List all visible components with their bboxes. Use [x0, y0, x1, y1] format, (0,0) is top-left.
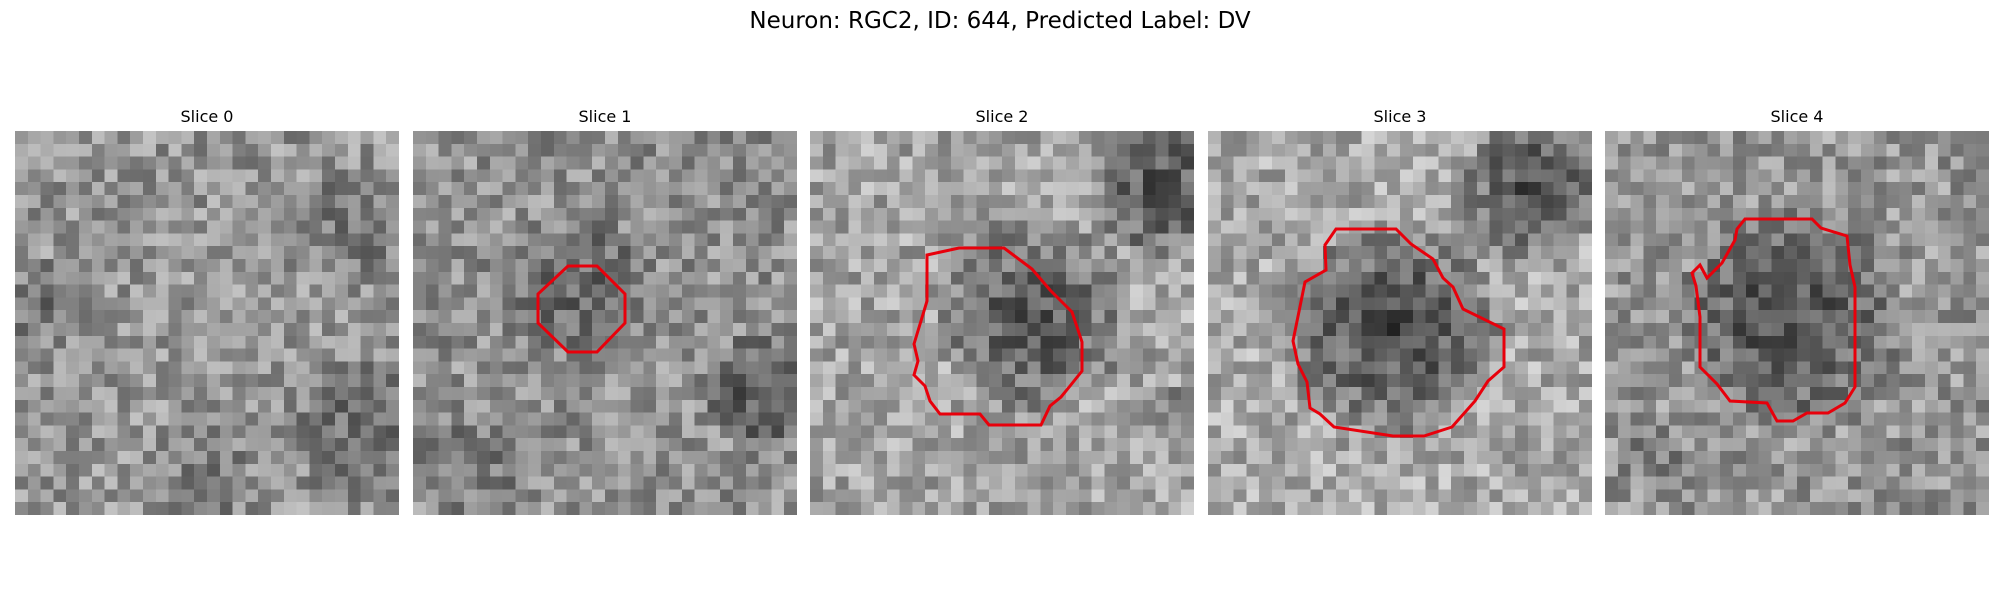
- slice-panel: Slice 1: [413, 107, 797, 515]
- slice-image: [413, 131, 797, 515]
- slice-title: Slice 1: [578, 107, 632, 126]
- slice-panel: Slice 2: [810, 107, 1194, 515]
- slice-image: [1605, 131, 1989, 515]
- slice-title: Slice 3: [1373, 107, 1427, 126]
- slice-panel: Slice 0: [15, 107, 399, 515]
- slice-title: Slice 2: [975, 107, 1029, 126]
- slice-image: [810, 131, 1194, 515]
- slice-image: [1208, 131, 1592, 515]
- slice-panel: Slice 3: [1208, 107, 1592, 515]
- slice-title: Slice 0: [180, 107, 234, 126]
- slice-title: Slice 4: [1770, 107, 1824, 126]
- figure-title: Neuron: RGC2, ID: 644, Predicted Label: …: [749, 8, 1251, 34]
- slice-image: [15, 131, 399, 515]
- slice-panel: Slice 4: [1605, 107, 1989, 515]
